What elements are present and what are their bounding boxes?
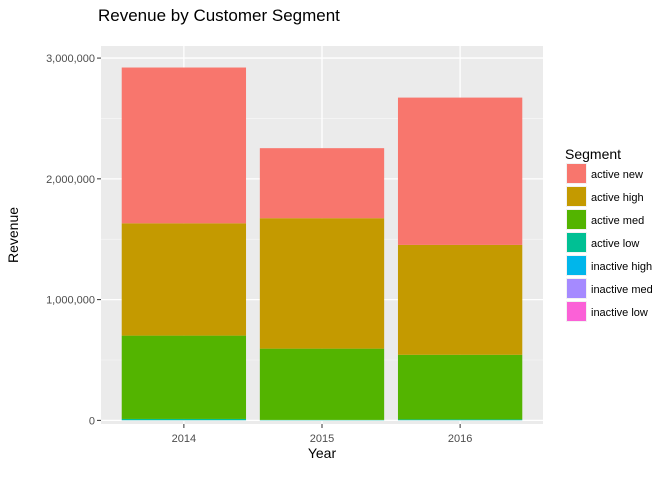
bar-segment-active-high-2016 xyxy=(398,245,522,355)
legend-label: active low xyxy=(591,238,639,250)
x-tick-label: 2016 xyxy=(448,433,472,445)
legend-swatch-active-new xyxy=(567,164,586,183)
legend-swatch-active-low xyxy=(567,233,586,252)
y-tick-label: 0 xyxy=(89,415,95,427)
y-axis-label: Revenue xyxy=(5,207,21,263)
bar-segment-active-med-2016 xyxy=(398,355,522,420)
legend-label: inactive med xyxy=(591,284,653,296)
bar-segment-active-low-2014 xyxy=(122,419,246,420)
legend-swatch-active-high xyxy=(567,187,586,206)
bar-segment-active-low-2016 xyxy=(398,419,522,420)
bar-segment-active-med-2015 xyxy=(260,349,384,420)
y-tick-label: 3,000,000 xyxy=(46,53,95,65)
legend-title: Segment xyxy=(565,146,621,162)
y-tick-label: 1,000,000 xyxy=(46,295,95,307)
legend-swatch-inactive-high xyxy=(567,256,586,275)
bar-segment-active-high-2014 xyxy=(122,223,246,335)
x-axis-label: Year xyxy=(308,445,337,461)
x-tick-label: 2015 xyxy=(310,433,334,445)
x-tick-label: 2014 xyxy=(172,433,196,445)
y-tick-label: 2,000,000 xyxy=(46,174,95,186)
legend-label: inactive high xyxy=(591,261,652,273)
bar-segment-active-new-2015 xyxy=(260,148,384,218)
legend-swatch-inactive-low xyxy=(567,302,586,321)
bar-segment-active-new-2014 xyxy=(122,68,246,224)
bar-segment-active-new-2016 xyxy=(398,98,522,245)
legend-label: active high xyxy=(591,192,644,204)
legend-swatch-active-med xyxy=(567,210,586,229)
legend-label: active med xyxy=(591,215,644,227)
legend-label: inactive low xyxy=(591,307,648,319)
bar-segment-active-high-2015 xyxy=(260,218,384,348)
legend-items: active new active high active med active lo… xyxy=(566,163,653,322)
legend-swatch-inactive-med xyxy=(567,279,586,298)
chart-title: Revenue by Customer Segment xyxy=(98,6,340,25)
bar-segment-active-med-2014 xyxy=(122,336,246,419)
legend-label: active new xyxy=(591,169,643,181)
